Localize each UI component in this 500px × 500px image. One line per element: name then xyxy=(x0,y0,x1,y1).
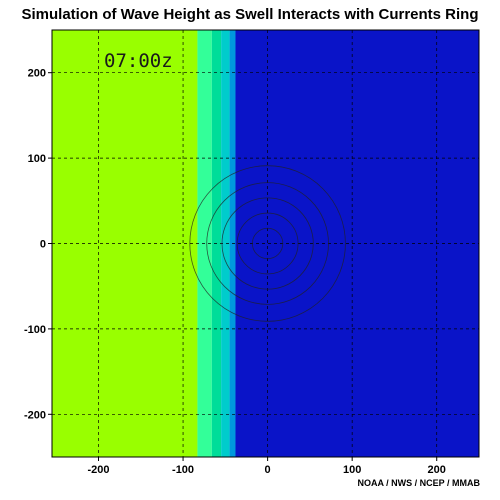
y-tick-label: -200 xyxy=(24,409,46,421)
wave-band xyxy=(221,30,230,457)
time-label: 07:00z xyxy=(104,50,173,72)
axis-ticks: -200 -100 0 100 200 -200 -100 0 100 200 xyxy=(24,68,446,476)
ring-contour xyxy=(189,165,346,322)
x-tick-label: -200 xyxy=(87,464,109,476)
y-tick-label: -100 xyxy=(24,324,46,336)
x-tick-label: -100 xyxy=(172,464,194,476)
ring-contour xyxy=(206,182,329,305)
y-tick-label: 0 xyxy=(40,239,46,251)
chart-title: Simulation of Wave Height as Swell Inter… xyxy=(21,6,479,23)
y-tick-label: 100 xyxy=(28,153,46,165)
x-tick-label: 100 xyxy=(343,464,361,476)
ring-contour xyxy=(251,227,284,260)
ring-contour xyxy=(236,212,299,275)
grid xyxy=(52,30,479,457)
y-tick-label: 200 xyxy=(28,68,46,80)
x-tick-label: 200 xyxy=(428,464,446,476)
ring-contour xyxy=(221,197,314,290)
current-ring xyxy=(189,165,346,322)
x-tick-label: 0 xyxy=(265,464,271,476)
credit-label: NOAA / NWS / NCEP / MMAB xyxy=(357,478,480,488)
